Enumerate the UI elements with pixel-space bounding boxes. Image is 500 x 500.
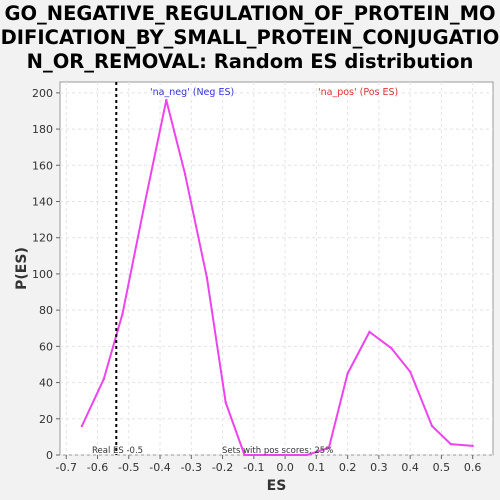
x-tick-label: -0.3 [181, 461, 202, 474]
pos-scores-annotation: Sets with pos scores: 25% [222, 446, 333, 456]
x-tick-label: -0.4 [149, 461, 170, 474]
x-tick-label: -0.7 [56, 461, 77, 474]
x-tick-label: 0.4 [401, 461, 419, 474]
es-point [205, 276, 209, 279]
x-tick-label: -0.5 [118, 461, 139, 474]
x-axis-label: ES [267, 478, 287, 494]
x-tick-label: -0.6 [87, 461, 108, 474]
es-point [346, 372, 349, 375]
es-point [390, 346, 393, 350]
es-distribution-line [80, 99, 473, 456]
x-tick-label: 0.1 [308, 461, 326, 474]
es-point [224, 401, 227, 404]
es-point [80, 424, 84, 428]
es-point [121, 312, 124, 315]
x-tick-label: -0.2 [212, 461, 233, 474]
y-tick-label: 160 [32, 159, 53, 172]
es-point [305, 453, 309, 457]
series [80, 98, 474, 457]
es-point [243, 453, 246, 457]
es-point [408, 370, 412, 373]
grid [60, 82, 493, 456]
legend-pos: 'na_pos' (Pos ES) [318, 87, 398, 98]
y-tick-label: 0 [46, 449, 53, 462]
es-point [165, 98, 168, 102]
es-point [471, 444, 474, 448]
x-tick-label: 0.5 [433, 461, 451, 474]
x-tick-label: 0.6 [464, 461, 482, 474]
es-point [143, 203, 146, 207]
es-point [183, 173, 187, 176]
real-es-label: Real ES -0.5 [92, 446, 143, 456]
es-point [449, 442, 452, 446]
y-axis-label: P(ES) [14, 247, 30, 290]
es-point [102, 377, 105, 381]
y-tick-label: 180 [32, 123, 53, 136]
x-tick-label: -0.1 [243, 461, 264, 474]
es-point [430, 424, 434, 428]
y-tick-label: 120 [32, 232, 53, 245]
chart-title: GO_NEGATIVE_REGULATION_OF_PROTEIN_MO DIF… [0, 2, 500, 73]
y-tick-label: 200 [32, 87, 53, 100]
plot-background [59, 81, 494, 456]
es-point [283, 453, 287, 457]
y-tick-label: 40 [39, 377, 53, 390]
es-point [368, 330, 371, 334]
legend-neg: 'na_neg' (Neg ES) [150, 87, 234, 98]
y-tick-label: 100 [32, 268, 53, 281]
y-tick-label: 140 [32, 196, 53, 209]
y-tick-label: 60 [39, 340, 53, 353]
y-tick-label: 80 [39, 304, 53, 317]
x-tick-label: 0.0 [276, 461, 294, 474]
x-tick-label: 0.2 [339, 461, 357, 474]
y-tick-label: 20 [39, 413, 53, 426]
es-point [327, 446, 331, 449]
x-tick-label: 0.3 [370, 461, 388, 474]
es-point [265, 453, 268, 457]
